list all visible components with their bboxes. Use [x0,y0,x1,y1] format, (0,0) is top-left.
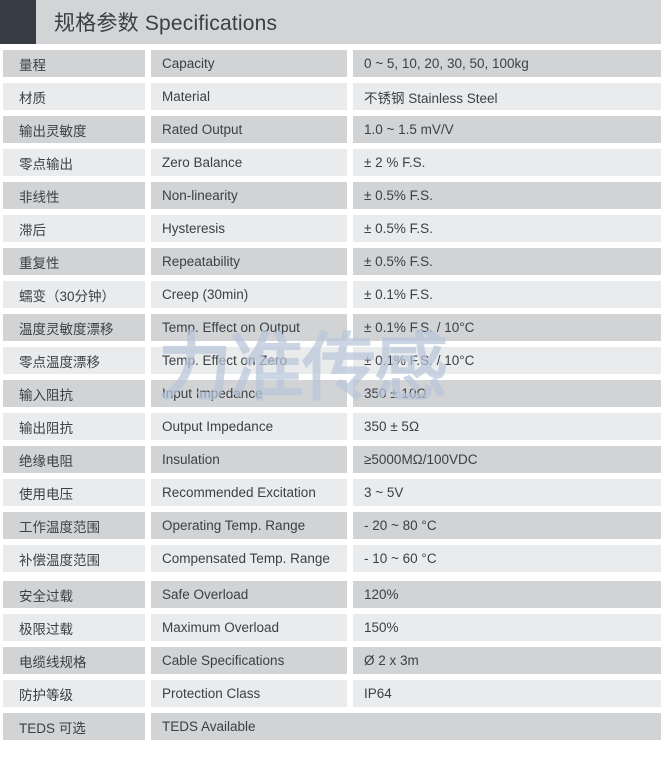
table-row: 量程 Capacity 0 ~ 5, 10, 20, 30, 50, 100kg [3,50,661,77]
spec-label-en: Rated Output [151,116,347,143]
table-row: 零点温度漂移 Temp. Effect on Zero ± 0.1% F.S. / … [3,347,661,374]
spec-value: 0 ~ 5, 10, 20, 30, 50, 100kg [353,50,661,77]
spec-label-en: Safe Overload [151,581,347,608]
spec-value: ± 0.5% F.S. [353,248,661,275]
spec-value: 120% [353,581,661,608]
spec-label-en: Zero Balance [151,149,347,176]
spec-label-cn: 量程 [3,50,145,77]
spec-label-cn: 使用电压 [3,479,145,506]
spec-value: ± 0.1% F.S. / 10°C [353,314,661,341]
spec-value: 不锈钢 Stainless Steel [353,83,661,110]
spec-value: ≥5000MΩ/100VDC [353,446,661,473]
spec-value: 350 ± 10Ω [353,380,661,407]
spec-label-cn: 重复性 [3,248,145,275]
table-row: 极限过载 Maximum Overload 150% [3,614,661,641]
spec-label-en: Maximum Overload [151,614,347,641]
table-row: 绝缘电阻 Insulation ≥5000MΩ/100VDC [3,446,661,473]
spec-label-en: Material [151,83,347,110]
spec-label-cn: 绝缘电阻 [3,446,145,473]
spec-label-en: Output Impedance [151,413,347,440]
table-row: 输出灵敏度 Rated Output 1.0 ~ 1.5 mV/V [3,116,661,143]
spec-label-en: Protection Class [151,680,347,707]
spec-label-en: Recommended Excitation [151,479,347,506]
spec-label-cn: 零点温度漂移 [3,347,145,374]
spec-value: Ø 2 x 3m [353,647,661,674]
spec-label-cn: 材质 [3,83,145,110]
spec-label-en: Hysteresis [151,215,347,242]
spec-value: IP64 [353,680,661,707]
spec-value: ± 0.5% F.S. [353,182,661,209]
spec-label-en: Insulation [151,446,347,473]
spec-value: 3 ~ 5V [353,479,661,506]
table-row: 安全过载 Safe Overload 120% [3,581,661,608]
table-row: 工作温度范围 Operating Temp. Range - 20 ~ 80 °C [3,512,661,539]
spec-label-cn: 防护等级 [3,680,145,707]
spec-label-en: Non-linearity [151,182,347,209]
table-row: TEDS 可选 TEDS Available [3,713,661,740]
spec-label-cn: 工作温度范围 [3,512,145,539]
spec-label-cn: 滞后 [3,215,145,242]
spec-value: - 20 ~ 80 °C [353,512,661,539]
spec-value: ± 0.5% F.S. [353,215,661,242]
spec-label-en: Repeatability [151,248,347,275]
spec-label-cn: TEDS 可选 [3,713,145,740]
table-row: 蠕变（30分钟） Creep (30min) ± 0.1% F.S. [3,281,661,308]
spec-label-en: Temp. Effect on Output [151,314,347,341]
spec-value: 350 ± 5Ω [353,413,661,440]
spec-value: 1.0 ~ 1.5 mV/V [353,116,661,143]
spec-label-cn: 输出阻抗 [3,413,145,440]
header-accent-block [0,0,36,44]
table-row: 使用电压 Recommended Excitation 3 ~ 5V [3,479,661,506]
table-row: 零点输出 Zero Balance ± 2 % F.S. [3,149,661,176]
spec-label-en: Input Impedance [151,380,347,407]
table-row: 补偿温度范围 Compensated Temp. Range - 10 ~ 60 °… [3,545,661,572]
table-row: 材质 Material 不锈钢 Stainless Steel [3,83,661,110]
spec-label-en: TEDS Available [151,713,661,740]
page-title: 规格参数 Specifications [54,12,278,35]
spec-label-cn: 电缆线规格 [3,647,145,674]
spec-label-en: Operating Temp. Range [151,512,347,539]
spec-value: ± 2 % F.S. [353,149,661,176]
specifications-header: 规格参数 Specifications [0,0,661,44]
table-row: 输入阻抗 Input Impedance 350 ± 10Ω [3,380,661,407]
spec-label-cn: 极限过载 [3,614,145,641]
table-row: 重复性 Repeatability ± 0.5% F.S. [3,248,661,275]
spec-label-cn: 输出灵敏度 [3,116,145,143]
table-row: 防护等级 Protection Class IP64 [3,680,661,707]
table-row: 输出阻抗 Output Impedance 350 ± 5Ω [3,413,661,440]
table-row: 电缆线规格 Cable Specifications Ø 2 x 3m [3,647,661,674]
specifications-table: 量程 Capacity 0 ~ 5, 10, 20, 30, 50, 100kg 材质… [0,44,664,740]
spec-value: ± 0.1% F.S. [353,281,661,308]
spec-label-en: Cable Specifications [151,647,347,674]
spec-label-cn: 非线性 [3,182,145,209]
table-row: 温度灵敏度漂移 Temp. Effect on Output ± 0.1% F.S.… [3,314,661,341]
table-row: 滞后 Hysteresis ± 0.5% F.S. [3,215,661,242]
spec-value: - 10 ~ 60 °C [353,545,661,572]
spec-label-en: Capacity [151,50,347,77]
spec-label-cn: 温度灵敏度漂移 [3,314,145,341]
spec-label-cn: 蠕变（30分钟） [3,281,145,308]
spec-value: 150% [353,614,661,641]
spec-label-en: Temp. Effect on Zero [151,347,347,374]
spec-label-en: Compensated Temp. Range [151,545,347,572]
spec-label-en: Creep (30min) [151,281,347,308]
spec-label-cn: 补偿温度范围 [3,545,145,572]
spec-label-cn: 零点输出 [3,149,145,176]
spec-label-cn: 输入阻抗 [3,380,145,407]
spec-value: ± 0.1% F.S. / 10°C [353,347,661,374]
spec-label-cn: 安全过载 [3,581,145,608]
table-row: 非线性 Non-linearity ± 0.5% F.S. [3,182,661,209]
